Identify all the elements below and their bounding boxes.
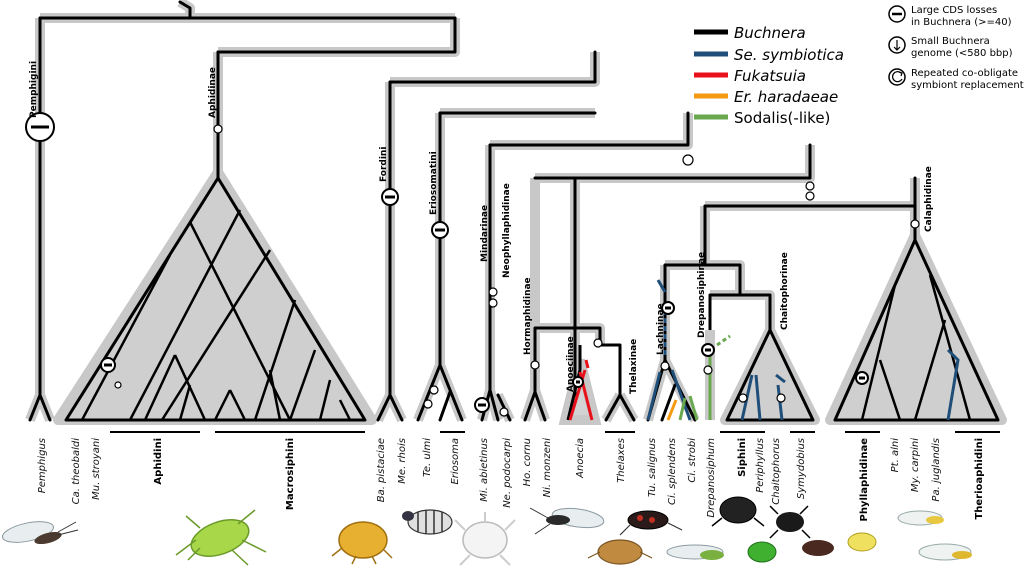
- legend-serratia: Se. symbiotica: [734, 46, 844, 64]
- leaf-chaitophorus: Chaitophorus: [771, 438, 782, 505]
- clade-chaitophorinae: Chaitophorinae: [780, 252, 790, 330]
- clade-mindarinae: Mindarinae: [480, 205, 490, 262]
- legend-buchnera: Buchnera: [734, 24, 806, 42]
- leaf-ca-theobaldi: Ca. theobaldi: [71, 438, 82, 505]
- small-markers: [114, 124, 920, 417]
- winged-aphid-illustration-2: [529, 507, 605, 535]
- tree-branches: [28, 0, 917, 422]
- aphid-illustrations: [1, 496, 972, 566]
- leaf-anoecia: Anoecia: [575, 438, 586, 479]
- symbiont-legend: Buchnera Se. symbiotica Fukatsuia Er. ha…: [694, 24, 844, 127]
- green-aphid-illustration: [175, 509, 267, 566]
- winged-aphid-illustration-1: [1, 521, 79, 545]
- chaitophorinae-triangle: [725, 328, 815, 422]
- leaf-me-rhois: Me. rhois: [397, 438, 408, 484]
- key-cds-line2: in Buchnera (>=40): [911, 17, 1012, 28]
- clade-neophyllaphidinae: Neophyllaphidinae: [502, 183, 512, 278]
- leaf-pt-alni: Pt. alni: [890, 438, 901, 473]
- leaf-mu-stroyani: Mu. stroyani: [91, 438, 102, 500]
- key-small-line2: genome (<580 bbp): [911, 48, 1013, 59]
- yellow-aphid-illustration: [847, 532, 877, 552]
- leaf-macrosiphini: Macrosiphini: [285, 438, 296, 510]
- brown-aphid-illustration: [587, 539, 653, 565]
- key-repl-line1: Repeated co-obligate: [911, 68, 1018, 79]
- clade-anoeciinae: Anoeciinae: [566, 336, 576, 392]
- clade-thelaxinae: Thelaxinae: [629, 339, 639, 394]
- clade-aphidinae: Aphidinae: [208, 67, 218, 118]
- leaf-phyllaphidinae: Phyllaphidinae: [859, 438, 870, 522]
- leaf-eriosoma: Eriosoma: [450, 438, 461, 485]
- leaf-mi-abietinus: Mi. abietinus: [479, 438, 490, 502]
- leaf-periphyllus: Periphyllus: [755, 438, 766, 493]
- clade-eriosomatini: Eriosomatini: [429, 151, 439, 215]
- leaf-therioaphidini: Therioaphidini: [974, 438, 985, 520]
- leaf-siphini: Siphini: [737, 438, 748, 477]
- clade-pemphigini: Pemphigini: [29, 61, 39, 118]
- leaf-drepanosiphum: Drepanosiphum: [706, 438, 717, 518]
- leaf-ba-pistaciae: Ba. pistaciae: [376, 438, 387, 502]
- legend-sodalis: Sodalis(-like): [734, 109, 830, 127]
- leaf-pemphigus: Pemphigus: [37, 438, 48, 493]
- black-aphid-illustration: [711, 496, 765, 527]
- calaphidinae-triangle: [833, 238, 1000, 422]
- clade-hormaphidinae: Hormaphidinae: [523, 277, 533, 355]
- leaf-thelaxes: Thelaxes: [616, 438, 627, 483]
- clade-lachninae: Lachninae: [656, 303, 666, 355]
- leaf-ho-cornu: Ho. cornu: [522, 438, 533, 486]
- leaf-labels: Pemphigus Ca. theobaldi Mu. stroyani Aph…: [37, 438, 985, 522]
- leaf-ci-strobi: Ci. strobi: [687, 438, 698, 483]
- key-cds-line1: Large CDS losses: [911, 5, 997, 16]
- green-winged-aphid-illustration: [666, 544, 724, 560]
- spiky-black-aphid-illustration: [769, 505, 811, 539]
- clade-drepanosiphinae: Drepanosiphinae: [697, 252, 707, 338]
- aphidinae-triangle: [64, 176, 367, 422]
- orange-aphid-illustration: [331, 521, 393, 565]
- black-winged-aphid-illustration: [619, 510, 683, 536]
- leaf-ni-monzeni: Ni. monzeni: [542, 438, 553, 498]
- dark-brown-aphid-illustration: [802, 540, 834, 556]
- winged-yellow-aphid-illustration-2: [918, 543, 972, 561]
- leaf-my-carpini: My. carpini: [910, 438, 921, 492]
- clade-fordini: Fordini: [379, 147, 389, 182]
- leaf-pa-juglandis: Pa. juglandis: [931, 438, 942, 502]
- leaf-symydobius: Symydobius: [796, 438, 807, 499]
- striped-aphid-illustration: [402, 509, 453, 535]
- leaf-te-ulmi: Te. ulmi: [422, 438, 433, 477]
- leaf-aphidini: Aphidini: [153, 438, 164, 485]
- aphidinae-internal-branches: [80, 209, 352, 421]
- leaf-ne-podocarpi: Ne. podocarpi: [502, 438, 513, 508]
- woolly-aphid-illustration: [454, 512, 516, 566]
- leaf-tu-salignus: Tu. salignus: [647, 438, 658, 497]
- leaf-ci-splendens: Ci. splendens: [667, 438, 678, 505]
- clade-calaphidinae: Calaphidinae: [924, 166, 934, 232]
- winged-yellow-aphid-illustration-1: [897, 510, 944, 526]
- legend-erwinia: Er. haradaeae: [734, 88, 838, 106]
- lachninae-symbionts: [646, 279, 699, 421]
- calaphidinae-serratia-line: [946, 348, 960, 421]
- legend-fukatsuia: Fukatsuia: [734, 67, 806, 85]
- key-small-line1: Small Buchnera: [911, 36, 990, 47]
- small-green-aphid-illustration: [747, 541, 777, 563]
- key-repl-line2: symbiont replacement: [911, 80, 1024, 91]
- marker-key: Large CDS losses in Buchnera (>=40) Smal…: [888, 5, 1024, 91]
